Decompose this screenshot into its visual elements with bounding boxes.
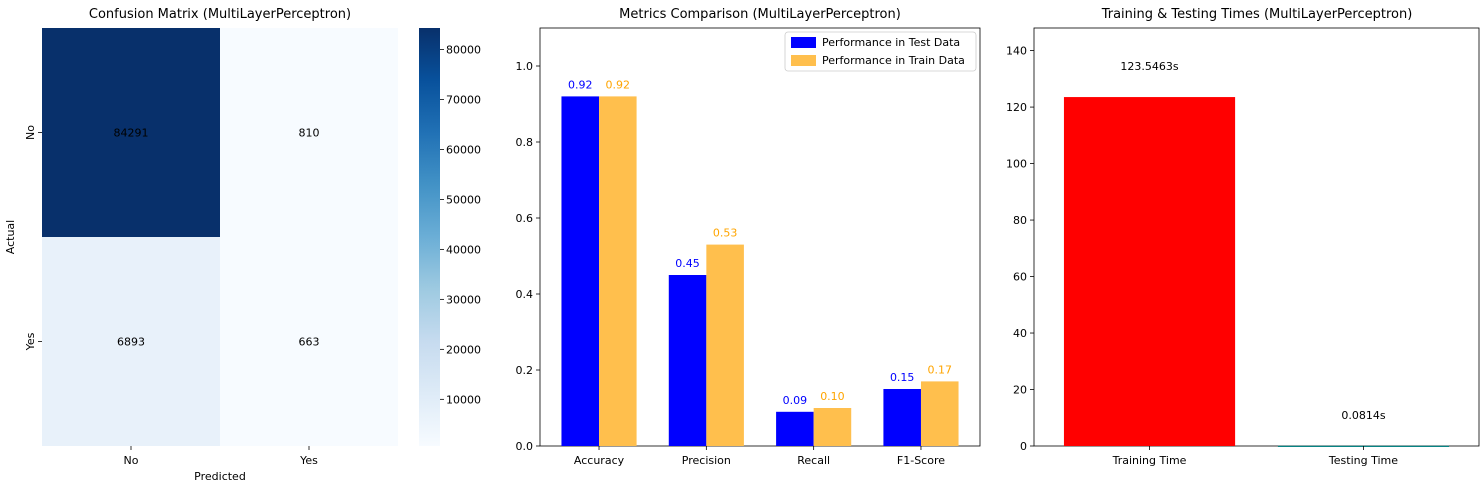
x-tick-label: No bbox=[124, 454, 139, 467]
metric-bar-label: 0.09 bbox=[783, 394, 808, 407]
heatmap-cell bbox=[42, 28, 220, 237]
y-tick-label: 0.0 bbox=[516, 440, 534, 453]
time-bar bbox=[1063, 97, 1236, 446]
legend-label-test: Performance in Test Data bbox=[822, 36, 960, 49]
y-tick-label: No bbox=[24, 125, 37, 140]
x-tick-label: Yes bbox=[299, 454, 318, 467]
colorbar: 10000 20000 30000 40000 50000 60000 70000 80000 bbox=[419, 28, 481, 446]
metric-bar bbox=[599, 96, 637, 447]
y-tick-label: 0.8 bbox=[516, 136, 534, 149]
colorbar-tick-label: 10000 bbox=[446, 393, 481, 406]
x-tick-label: Training Time bbox=[1112, 454, 1187, 467]
colorbar-tick-label: 50000 bbox=[446, 193, 481, 206]
heatmap-cell bbox=[42, 237, 220, 446]
y-tick-label: 1.0 bbox=[516, 60, 534, 73]
metric-bar bbox=[883, 389, 921, 446]
metric-bar-label: 0.45 bbox=[675, 257, 700, 270]
metrics-legend: Performance in Test Data Performance in … bbox=[784, 31, 977, 72]
x-tick-label: Recall bbox=[797, 454, 830, 467]
metrics-comparison-panel: Metrics Comparison (MultiLayerPerceptron… bbox=[516, 7, 981, 467]
metrics-title: Metrics Comparison (MultiLayerPerceptron… bbox=[619, 7, 901, 22]
y-tick-label: 40 bbox=[1013, 327, 1027, 340]
metric-bar bbox=[668, 275, 707, 446]
legend-frame bbox=[784, 31, 977, 72]
colorbar-tick-label: 60000 bbox=[446, 143, 481, 156]
y-tick-label: Yes bbox=[24, 332, 37, 351]
metric-bar-label: 0.15 bbox=[890, 371, 915, 384]
colorbar-tick-label: 30000 bbox=[446, 293, 481, 306]
time-bar-label: 123.5463s bbox=[1120, 60, 1178, 73]
colorbar-tick-label: 80000 bbox=[446, 43, 481, 56]
y-tick-label: 80 bbox=[1013, 214, 1027, 227]
metric-bar-label: 0.92 bbox=[606, 78, 631, 91]
confusion-matrix-title: Confusion Matrix (MultiLayerPerceptron) bbox=[89, 7, 351, 22]
confusion-matrix-panel: Confusion Matrix (MultiLayerPerceptron) … bbox=[4, 7, 398, 483]
y-tick-label: 20 bbox=[1013, 384, 1027, 397]
legend-swatch-test bbox=[791, 37, 816, 48]
y-tick-label: 0 bbox=[1020, 440, 1027, 453]
x-tick-label: Precision bbox=[682, 454, 731, 467]
heatmap-cell-value: 810 bbox=[299, 127, 320, 140]
heatmap-cell-value: 663 bbox=[299, 336, 320, 349]
confusion-matrix-ylabel: Actual bbox=[4, 220, 17, 254]
times-panel: Training & Testing Times (MultiLayerPerc… bbox=[1006, 7, 1480, 467]
times-title: Training & Testing Times (MultiLayerPerc… bbox=[1101, 7, 1413, 22]
colorbar-tick-label: 20000 bbox=[446, 343, 481, 356]
legend-swatch-train bbox=[791, 55, 816, 66]
colorbar-tick-label: 70000 bbox=[446, 93, 481, 106]
metrics-plot-area bbox=[539, 27, 981, 447]
legend-label-train: Performance in Train Data bbox=[822, 54, 965, 67]
y-tick-label: 140 bbox=[1006, 45, 1027, 58]
metric-bar bbox=[706, 244, 744, 446]
metric-bar bbox=[813, 408, 852, 446]
y-tick-label: 0.2 bbox=[516, 364, 534, 377]
metric-bar-label: 0.53 bbox=[713, 227, 738, 240]
x-tick-label: Accuracy bbox=[574, 454, 625, 467]
colorbar-gradient bbox=[419, 28, 440, 446]
time-bar-label: 0.0814s bbox=[1341, 409, 1385, 422]
heatmap-cell-value: 84291 bbox=[114, 127, 149, 140]
y-tick-label: 0.4 bbox=[516, 288, 534, 301]
heatmap-cell-value: 6893 bbox=[117, 336, 145, 349]
x-tick-label: Testing Time bbox=[1328, 454, 1398, 467]
confusion-matrix-xlabel: Predicted bbox=[194, 470, 246, 483]
metric-bar bbox=[776, 411, 814, 446]
metric-bar-label: 0.17 bbox=[928, 363, 953, 376]
y-tick-label: 120 bbox=[1006, 101, 1027, 114]
y-tick-label: 100 bbox=[1006, 158, 1027, 171]
heatmap-cell bbox=[220, 28, 398, 237]
metric-bar bbox=[920, 381, 959, 446]
times-plot-area bbox=[1033, 27, 1480, 447]
y-tick-label: 60 bbox=[1013, 271, 1027, 284]
x-tick-label: F1-Score bbox=[897, 454, 945, 467]
metric-bar-label: 0.92 bbox=[568, 78, 593, 91]
metric-bar bbox=[561, 96, 600, 447]
heatmap-cell bbox=[220, 237, 398, 446]
y-tick-label: 0.6 bbox=[516, 212, 534, 225]
metric-bar-label: 0.10 bbox=[820, 390, 845, 403]
colorbar-tick-label: 40000 bbox=[446, 243, 481, 256]
